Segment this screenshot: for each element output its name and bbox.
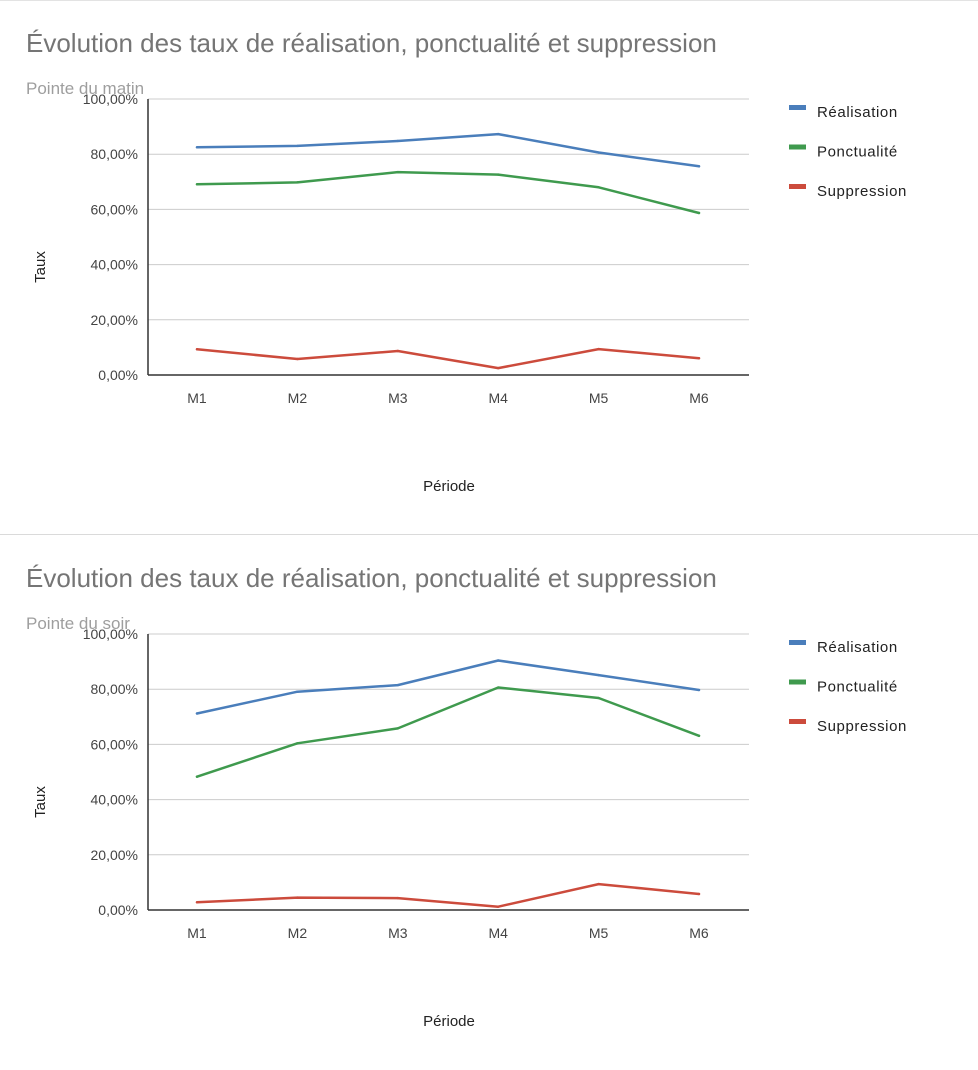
legend-label-suppression: Suppression bbox=[817, 718, 907, 735]
chart-subtitle: Pointe du soir bbox=[26, 614, 130, 633]
legend-swatch-ponctualite bbox=[789, 679, 806, 685]
data-point-realisation bbox=[195, 146, 199, 149]
legend-swatch-realisation bbox=[789, 640, 806, 645]
x-tick-label: M1 bbox=[187, 390, 207, 406]
data-point-suppression bbox=[195, 901, 199, 904]
data-point-suppression bbox=[396, 349, 399, 353]
top-border bbox=[0, 0, 978, 1]
y-tick-label: 40,00% bbox=[91, 792, 138, 808]
data-point-realisation bbox=[697, 165, 701, 168]
series-line-suppression bbox=[195, 882, 701, 908]
data-point-suppression bbox=[597, 347, 600, 351]
data-point-ponctualite bbox=[497, 173, 500, 176]
legend-label-ponctualite: Ponctualité bbox=[817, 679, 898, 696]
data-point-realisation bbox=[195, 712, 199, 715]
y-axis-title: Taux bbox=[32, 786, 49, 818]
y-tick-label: 60,00% bbox=[91, 201, 138, 217]
y-tick-label: 80,00% bbox=[91, 146, 138, 162]
y-tick-label: 0,00% bbox=[98, 367, 138, 383]
data-point-realisation bbox=[697, 688, 701, 692]
data-point-realisation bbox=[497, 659, 500, 662]
x-tick-label: M1 bbox=[187, 925, 207, 941]
series-line-suppression bbox=[195, 347, 701, 370]
data-point-suppression bbox=[697, 356, 701, 360]
data-point-suppression bbox=[497, 905, 500, 908]
data-point-realisation bbox=[396, 139, 399, 143]
data-point-suppression bbox=[396, 896, 399, 900]
x-axis-title: Période bbox=[423, 1013, 475, 1030]
y-tick-label: 100,00% bbox=[83, 626, 138, 642]
line-chart: Évolution des taux de réalisation, ponct… bbox=[26, 563, 907, 1030]
x-tick-label: M2 bbox=[288, 925, 308, 941]
legend-label-ponctualite: Ponctualité bbox=[817, 144, 898, 161]
chart-panel-evening: Évolution des taux de réalisation, ponct… bbox=[0, 535, 978, 1070]
data-point-ponctualite bbox=[296, 181, 299, 184]
y-tick-label: 80,00% bbox=[91, 681, 138, 697]
series-line-ponctualite bbox=[195, 170, 701, 215]
data-point-ponctualite bbox=[396, 170, 399, 174]
data-point-realisation bbox=[396, 683, 399, 687]
data-point-ponctualite bbox=[296, 742, 299, 745]
legend-swatch-realisation bbox=[789, 105, 806, 110]
data-point-ponctualite bbox=[597, 186, 600, 189]
data-point-realisation bbox=[597, 673, 600, 677]
y-tick-label: 0,00% bbox=[98, 902, 138, 918]
series-line-realisation bbox=[195, 659, 701, 715]
data-point-ponctualite bbox=[697, 734, 701, 738]
x-tick-label: M3 bbox=[388, 390, 408, 406]
x-tick-label: M2 bbox=[288, 390, 308, 406]
legend-label-suppression: Suppression bbox=[817, 183, 907, 200]
data-point-ponctualite bbox=[195, 775, 199, 778]
x-tick-label: M4 bbox=[488, 925, 508, 941]
data-point-ponctualite bbox=[497, 686, 500, 689]
x-axis-title: Période bbox=[423, 478, 475, 495]
y-tick-label: 100,00% bbox=[83, 91, 138, 107]
data-point-suppression bbox=[195, 348, 199, 351]
legend-swatch-suppression bbox=[789, 719, 806, 724]
data-point-suppression bbox=[296, 357, 299, 361]
data-point-suppression bbox=[597, 882, 600, 886]
legend-swatch-suppression bbox=[789, 184, 806, 189]
data-point-realisation bbox=[497, 132, 500, 136]
panel-divider bbox=[0, 534, 978, 535]
data-point-realisation bbox=[597, 151, 600, 154]
chart-panel-morning: Évolution des taux de réalisation, ponct… bbox=[26, 28, 907, 495]
data-point-ponctualite bbox=[195, 183, 199, 186]
y-tick-label: 40,00% bbox=[91, 257, 138, 273]
data-point-ponctualite bbox=[697, 211, 701, 215]
legend-label-realisation: Réalisation bbox=[817, 639, 898, 656]
data-point-suppression bbox=[497, 366, 500, 370]
y-tick-label: 60,00% bbox=[91, 736, 138, 752]
x-tick-label: M4 bbox=[488, 390, 508, 406]
data-point-realisation bbox=[296, 144, 299, 148]
x-tick-label: M6 bbox=[689, 925, 709, 941]
x-tick-label: M5 bbox=[589, 390, 609, 406]
series-line-realisation bbox=[195, 132, 701, 168]
x-tick-label: M3 bbox=[388, 925, 408, 941]
y-axis-title: Taux bbox=[32, 251, 49, 283]
chart-title: Évolution des taux de réalisation, ponct… bbox=[26, 28, 717, 58]
data-point-ponctualite bbox=[597, 696, 600, 700]
line-chart: Évolution des taux de réalisation, ponct… bbox=[26, 28, 907, 495]
y-tick-label: 20,00% bbox=[91, 312, 138, 328]
legend-label-realisation: Réalisation bbox=[817, 104, 898, 121]
x-tick-label: M6 bbox=[689, 390, 709, 406]
data-point-realisation bbox=[296, 690, 299, 693]
data-point-ponctualite bbox=[396, 727, 399, 730]
data-point-suppression bbox=[296, 896, 299, 899]
y-tick-label: 20,00% bbox=[91, 847, 138, 863]
x-tick-label: M5 bbox=[589, 925, 609, 941]
data-point-suppression bbox=[697, 892, 701, 896]
series-line-ponctualite bbox=[195, 686, 701, 778]
legend-swatch-ponctualite bbox=[789, 144, 806, 150]
chart-subtitle: Pointe du matin bbox=[26, 79, 144, 98]
chart-title: Évolution des taux de réalisation, ponct… bbox=[26, 563, 717, 593]
